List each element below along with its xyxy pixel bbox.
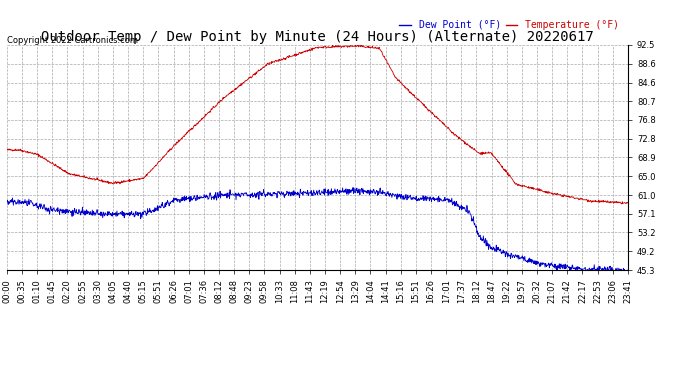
Text: Copyright 2022 Cartronics.com: Copyright 2022 Cartronics.com (7, 36, 138, 45)
Legend: Dew Point (°F), Temperature (°F): Dew Point (°F), Temperature (°F) (395, 16, 623, 34)
Title: Outdoor Temp / Dew Point by Minute (24 Hours) (Alternate) 20220617: Outdoor Temp / Dew Point by Minute (24 H… (41, 30, 594, 44)
